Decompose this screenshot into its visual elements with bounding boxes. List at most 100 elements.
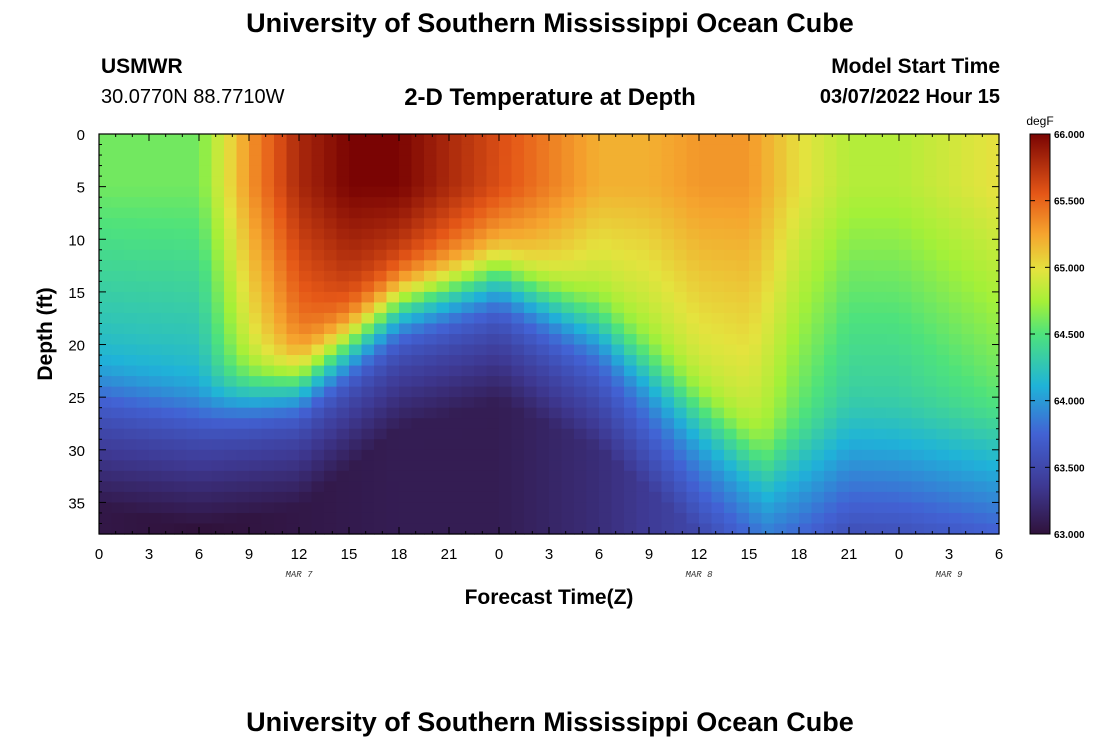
heatmap-cell xyxy=(324,376,338,388)
heatmap-cell xyxy=(561,239,575,251)
heatmap-cell xyxy=(874,344,888,356)
heatmap-cell xyxy=(886,344,900,356)
heatmap-cell xyxy=(124,239,138,251)
heatmap-cell xyxy=(536,502,550,514)
colorbar-unit: degF xyxy=(1026,114,1053,128)
heatmap-cell xyxy=(449,155,463,167)
x-tick-label: 18 xyxy=(791,546,808,563)
heatmap-cell xyxy=(436,155,450,167)
heatmap-cell xyxy=(186,407,200,419)
heatmap-cell xyxy=(874,491,888,504)
heatmap-cell xyxy=(261,376,275,388)
heatmap-cell xyxy=(824,481,838,493)
heatmap-cell xyxy=(336,418,350,430)
heatmap-cell xyxy=(311,197,325,209)
heatmap-cell xyxy=(924,334,938,346)
heatmap-cell xyxy=(199,428,213,440)
heatmap-cell xyxy=(836,197,850,209)
heatmap-cell xyxy=(99,481,113,493)
heatmap-cell xyxy=(311,407,325,419)
heatmap-cell xyxy=(686,460,700,472)
heatmap-cell xyxy=(799,407,813,419)
heatmap-cell xyxy=(736,344,750,356)
heatmap-cell xyxy=(661,165,675,177)
heatmap-cell xyxy=(511,207,525,219)
heatmap-cell xyxy=(311,470,325,482)
heatmap-cell xyxy=(724,481,738,493)
heatmap-cell xyxy=(524,344,538,356)
heatmap-cell xyxy=(911,439,925,451)
heatmap-cell xyxy=(674,365,688,377)
heatmap-cell xyxy=(961,481,975,493)
heatmap-cell xyxy=(149,523,163,535)
heatmap-cell xyxy=(211,502,225,514)
heatmap-cell xyxy=(736,502,750,514)
heatmap-cell xyxy=(749,523,763,535)
heatmap-cell xyxy=(499,397,513,409)
heatmap-cell xyxy=(524,460,538,472)
heatmap-cell xyxy=(649,418,663,430)
heatmap-cell xyxy=(974,207,988,219)
heatmap-cell xyxy=(324,386,338,398)
heatmap-cell xyxy=(674,334,688,346)
heatmap-cell xyxy=(811,197,825,209)
heatmap-cell xyxy=(636,397,650,409)
heatmap-cell xyxy=(249,186,263,198)
heatmap-cell xyxy=(961,512,975,525)
heatmap-cell xyxy=(549,291,563,304)
heatmap-cell xyxy=(461,312,475,325)
heatmap-cell xyxy=(986,228,1000,240)
heatmap-cell xyxy=(149,197,163,209)
heatmap-cell xyxy=(886,428,900,440)
heatmap-cell xyxy=(286,376,300,388)
heatmap-cell xyxy=(536,144,550,156)
heatmap-cell xyxy=(874,523,888,535)
heatmap-cell xyxy=(311,502,325,514)
heatmap-cell xyxy=(799,218,813,230)
heatmap-cell xyxy=(236,365,250,377)
heatmap-cell xyxy=(949,155,963,167)
heatmap-cell xyxy=(736,165,750,177)
heatmap-cell xyxy=(786,281,800,293)
heatmap-cell xyxy=(399,312,413,325)
heatmap-cell xyxy=(274,502,288,514)
heatmap-cell xyxy=(324,344,338,356)
heatmap-cell xyxy=(886,134,900,146)
heatmap-cell xyxy=(949,134,963,146)
heatmap-cell xyxy=(411,460,425,472)
heatmap-cell xyxy=(324,407,338,419)
heatmap-cell xyxy=(236,186,250,198)
heatmap-cell xyxy=(436,176,450,188)
heatmap-cell xyxy=(986,197,1000,209)
heatmap-cell xyxy=(161,470,175,482)
heatmap-cell xyxy=(399,270,413,282)
heatmap-cell xyxy=(124,344,138,356)
heatmap-cell xyxy=(374,449,388,461)
heatmap-cell xyxy=(361,344,375,356)
colorbar-tick-label: 64.000 xyxy=(1054,397,1085,408)
heatmap-cell xyxy=(236,312,250,325)
heatmap-cell xyxy=(924,386,938,398)
heatmap-cell xyxy=(111,355,125,367)
heatmap-cell xyxy=(674,228,688,240)
heatmap-cell xyxy=(686,165,700,177)
heatmap-cell xyxy=(649,407,663,419)
heatmap-cell xyxy=(436,470,450,482)
heatmap-cell xyxy=(424,428,438,440)
heatmap-cell xyxy=(686,281,700,293)
heatmap-cell xyxy=(761,176,775,188)
heatmap-cell xyxy=(624,155,638,167)
heatmap-cell xyxy=(374,376,388,388)
heatmap-cell xyxy=(774,523,788,535)
heatmap-cell xyxy=(324,355,338,367)
heatmap-cell xyxy=(586,165,600,177)
heatmap-cell xyxy=(936,439,950,451)
heatmap-cell xyxy=(749,407,763,419)
heatmap-cell xyxy=(811,312,825,325)
heatmap-cell xyxy=(724,176,738,188)
heatmap-cell xyxy=(911,239,925,251)
heatmap-cell xyxy=(349,207,363,219)
heatmap-cell xyxy=(236,197,250,209)
heatmap-cell xyxy=(424,449,438,461)
heatmap-cell xyxy=(449,207,463,219)
